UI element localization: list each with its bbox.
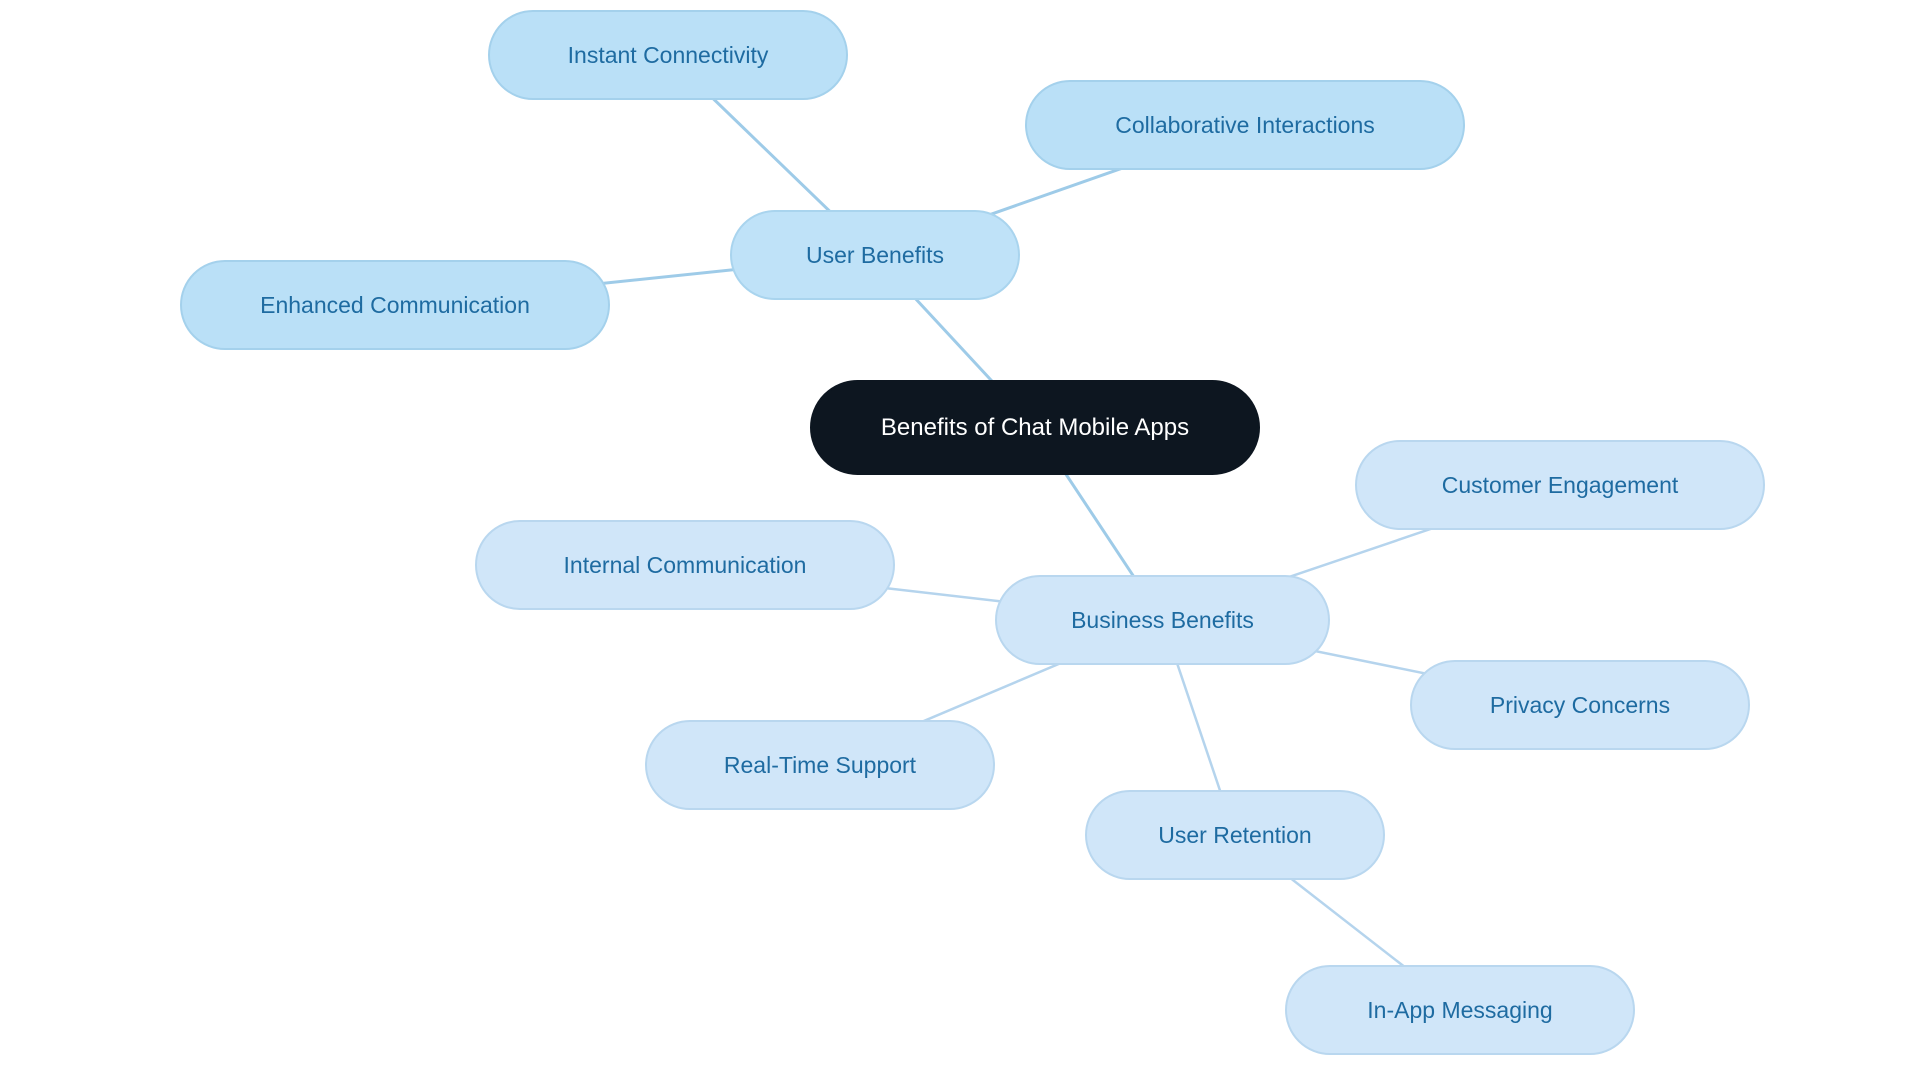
node-customer-label: Customer Engagement: [1442, 472, 1679, 499]
node-user-benefits: User Benefits: [730, 210, 1020, 300]
node-internal: Internal Communication: [475, 520, 895, 610]
node-realtime-label: Real-Time Support: [724, 752, 916, 779]
node-privacy-label: Privacy Concerns: [1490, 692, 1670, 719]
node-business-benefits-label: Business Benefits: [1071, 607, 1254, 634]
node-privacy: Privacy Concerns: [1410, 660, 1750, 750]
node-retention: User Retention: [1085, 790, 1385, 880]
node-realtime: Real-Time Support: [645, 720, 995, 810]
node-instant: Instant Connectivity: [488, 10, 848, 100]
node-instant-label: Instant Connectivity: [568, 42, 769, 69]
node-business-benefits: Business Benefits: [995, 575, 1330, 665]
node-enhanced: Enhanced Communication: [180, 260, 610, 350]
node-inapp: In-App Messaging: [1285, 965, 1635, 1055]
node-retention-label: User Retention: [1158, 822, 1311, 849]
node-enhanced-label: Enhanced Communication: [260, 292, 530, 319]
node-root-label: Benefits of Chat Mobile Apps: [881, 414, 1189, 442]
node-collaborative: Collaborative Interactions: [1025, 80, 1465, 170]
node-internal-label: Internal Communication: [564, 552, 807, 579]
node-customer: Customer Engagement: [1355, 440, 1765, 530]
node-user-benefits-label: User Benefits: [806, 242, 944, 269]
node-root: Benefits of Chat Mobile Apps: [810, 380, 1260, 475]
node-inapp-label: In-App Messaging: [1367, 997, 1552, 1024]
node-collaborative-label: Collaborative Interactions: [1115, 112, 1375, 139]
edge-layer: [0, 0, 1920, 1083]
